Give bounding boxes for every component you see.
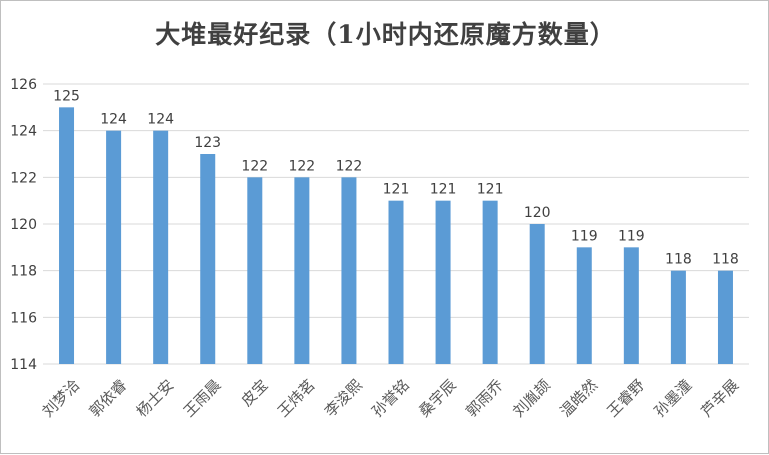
data-label: 121 <box>477 182 504 198</box>
bar <box>59 107 75 364</box>
data-label: 123 <box>194 135 221 151</box>
bar <box>576 247 592 364</box>
data-label: 118 <box>665 252 692 268</box>
data-labels: 125 124 124 123 122 122 122 121 121 121 120 119 119 1… <box>53 88 739 267</box>
data-label: 122 <box>241 158 268 174</box>
y-tick-label: 114 <box>10 357 37 373</box>
data-label: 124 <box>147 112 174 128</box>
x-tick-label: 刘胤颉 <box>509 376 554 421</box>
y-tick-label: 118 <box>10 264 37 280</box>
bar <box>482 200 498 364</box>
bar <box>341 177 357 364</box>
bars <box>59 107 733 364</box>
data-label: 122 <box>336 158 363 174</box>
data-label: 122 <box>288 158 315 174</box>
data-label: 119 <box>618 228 645 244</box>
bar <box>529 224 545 364</box>
x-tick-label: 郭依睿 <box>86 376 131 421</box>
x-tick-label: 刘梦洽 <box>39 376 84 421</box>
bar <box>247 177 263 364</box>
y-tick-label: 120 <box>10 217 37 233</box>
bar <box>106 130 122 364</box>
x-tick-label: 皮宝 <box>238 376 272 410</box>
x-tick-label: 杨士安 <box>133 376 178 421</box>
bar <box>435 200 451 364</box>
x-tick-label: 王雨晨 <box>180 376 225 421</box>
bar <box>388 200 404 364</box>
data-label: 120 <box>524 205 551 221</box>
x-tick-label: 王睿野 <box>604 376 649 421</box>
data-label: 121 <box>430 182 457 198</box>
y-tick-label: 122 <box>10 170 37 186</box>
x-tick-label: 温皓然 <box>556 376 601 421</box>
x-tick-label: 桑宇辰 <box>415 376 460 421</box>
data-label: 124 <box>100 112 127 128</box>
x-tick-label: 李浚熙 <box>321 376 366 421</box>
bar <box>200 154 216 364</box>
data-label: 119 <box>571 228 598 244</box>
x-tick-label: 芦辛展 <box>698 376 743 421</box>
bar <box>153 130 169 364</box>
x-tick-label: 王炜茗 <box>274 376 319 421</box>
y-tick-label: 126 <box>10 77 37 93</box>
x-tick-label: 孙墨潼 <box>651 376 696 421</box>
data-label: 118 <box>712 252 739 268</box>
x-tick-label: 郭雨乔 <box>462 376 507 421</box>
bar <box>294 177 310 364</box>
chart-title: 大堆最好纪录（1小时内还原魔方数量） <box>155 20 616 49</box>
data-label: 125 <box>53 88 80 104</box>
bar <box>670 270 686 364</box>
bar <box>623 247 639 364</box>
x-axis-ticks: 刘梦洽 郭依睿 杨士安 王雨晨 皮宝 王炜茗 李浚熙 孙誉铭 桑宇辰 郭雨乔 刘胤颉 温皓然 王睿野 孙墨… <box>39 376 742 421</box>
y-axis-ticks: 114 116 118 120 122 124 126 <box>10 77 37 373</box>
y-tick-label: 124 <box>10 124 37 140</box>
y-tick-label: 116 <box>10 310 37 326</box>
data-label: 121 <box>383 182 410 198</box>
bar <box>717 270 733 364</box>
x-tick-label: 孙誉铭 <box>368 376 413 421</box>
